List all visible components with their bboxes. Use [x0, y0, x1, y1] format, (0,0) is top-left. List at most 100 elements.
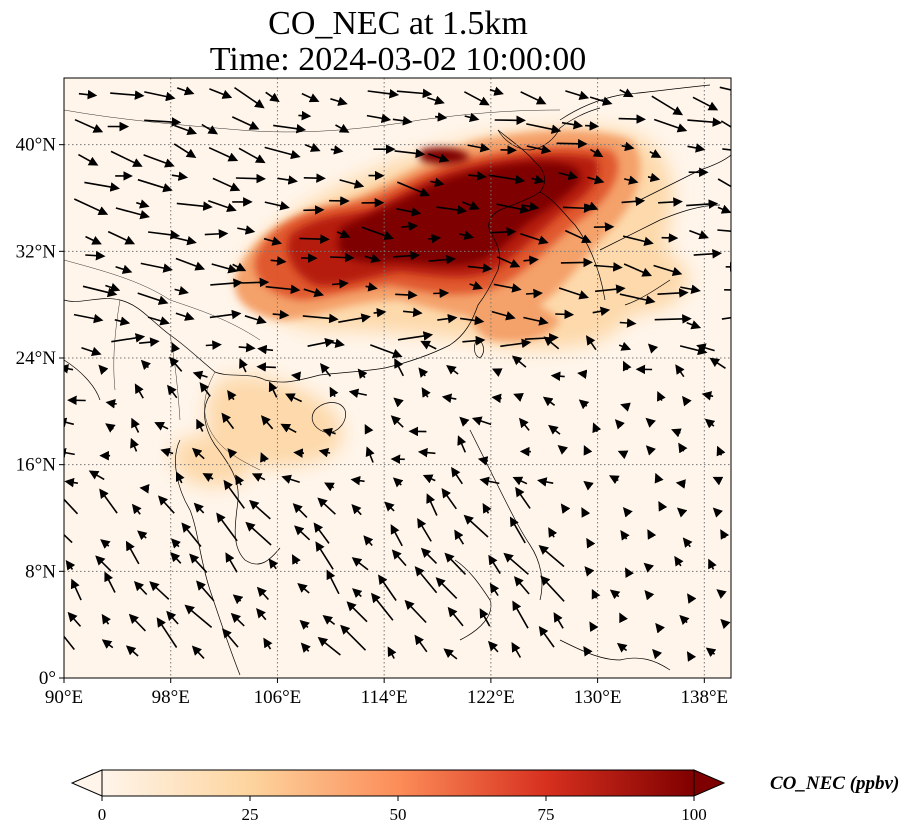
- wind-arrow: [73, 198, 109, 216]
- wind-arrow: [156, 617, 178, 648]
- wind-arrow: [99, 488, 118, 514]
- wind-arrow: [64, 364, 74, 374]
- wind-arrow: [428, 233, 442, 244]
- wind-arrow: [170, 551, 182, 564]
- wind-arrow: [624, 175, 639, 185]
- wind-arrow: [657, 391, 666, 402]
- colorbar-tick-label: 100: [681, 805, 707, 824]
- wind-arrow: [686, 651, 697, 662]
- wind-arrow: [462, 335, 486, 346]
- wind-arrow: [417, 447, 436, 458]
- wind-arrow: [208, 146, 239, 162]
- wind-arrow: [268, 381, 278, 398]
- wind-arrow: [617, 450, 629, 460]
- map-plot-area: [64, 78, 731, 678]
- y-tick-label: 16°N: [16, 455, 57, 476]
- x-tick-label: 114°E: [361, 687, 408, 708]
- wind-arrow: [651, 95, 684, 116]
- wind-arrow: [392, 116, 413, 126]
- wind-arrow: [583, 445, 593, 456]
- colorbar-extend-left: [70, 769, 103, 797]
- wind-arrow: [441, 487, 457, 510]
- wind-arrow: [451, 466, 463, 485]
- wind-arrow: [263, 236, 283, 246]
- wind-arrow: [686, 320, 702, 330]
- wind-arrow: [265, 284, 301, 295]
- colorbar-tick-label: 75: [538, 805, 555, 824]
- wind-arrow: [520, 91, 547, 105]
- wind-arrow: [537, 477, 554, 487]
- wind-arrow: [618, 341, 632, 351]
- wind-arrow: [81, 346, 102, 356]
- wind-arrow: [98, 364, 109, 375]
- wind-arrow: [357, 368, 368, 380]
- wind-arrow: [523, 316, 549, 326]
- wind-arrow: [622, 235, 654, 247]
- wind-arrow: [394, 358, 405, 377]
- wind-arrow: [560, 257, 593, 268]
- wind-arrow: [175, 311, 195, 321]
- wind-arrow: [329, 386, 339, 398]
- wind-arrow: [209, 309, 242, 320]
- wind-arrow: [199, 382, 211, 397]
- wind-arrow: [395, 290, 418, 300]
- wind-arrow: [326, 569, 340, 595]
- wind-arrow: [251, 473, 266, 482]
- wind-arrow: [720, 618, 731, 630]
- wind-arrow: [137, 178, 173, 193]
- wind-arrow: [469, 280, 483, 291]
- wind-arrow: [454, 529, 465, 545]
- wind-arrow: [581, 507, 591, 518]
- wind-arrow: [616, 642, 628, 653]
- wind-arrow: [560, 503, 571, 514]
- colorbar-tick-label: 0: [98, 805, 107, 824]
- wind-arrow: [520, 233, 549, 245]
- wind-arrow: [231, 116, 260, 130]
- wind-arrow: [176, 86, 195, 96]
- wind-arrow: [458, 230, 475, 240]
- wind-arrow: [249, 499, 271, 520]
- wind-arrow: [64, 477, 79, 488]
- wind-arrow: [420, 340, 437, 350]
- wind-arrow: [716, 589, 727, 599]
- wind-arrow: [488, 174, 526, 185]
- wind-arrow: [619, 318, 637, 328]
- y-tick-label: 32°N: [16, 241, 57, 262]
- wind-arrow: [679, 614, 690, 626]
- wind-arrow: [332, 279, 349, 289]
- wind-arrow: [107, 230, 136, 245]
- wind-arrow: [292, 503, 308, 518]
- wind-arrow: [493, 283, 522, 293]
- wind-arrow: [496, 256, 521, 268]
- wind-arrow: [680, 284, 701, 294]
- wind-arrow: [686, 199, 719, 209]
- wind-arrow: [441, 393, 457, 403]
- wind-arrow: [658, 501, 668, 512]
- wind-arrow: [482, 503, 492, 514]
- wind-arrow: [280, 423, 297, 434]
- wind-arrow: [585, 335, 597, 351]
- wind-arrow: [428, 254, 456, 265]
- wind-arrow: [609, 475, 620, 485]
- wind-arrow: [131, 417, 140, 433]
- wind-arrow: [558, 287, 589, 300]
- wind-arrow: [619, 88, 634, 98]
- wind-arrow: [459, 315, 485, 326]
- wind-arrow: [435, 577, 458, 599]
- wind-arrow: [371, 592, 394, 621]
- wind-arrow: [589, 621, 599, 633]
- wind-arrow: [189, 553, 208, 573]
- wind-arrow: [196, 418, 205, 432]
- wind-arrow: [130, 437, 139, 452]
- wind-arrow: [548, 527, 558, 538]
- wind-arrow: [589, 148, 604, 158]
- wind-arrow: [367, 89, 400, 99]
- y-axis-ticks: 0° 8°N 16°N 24°N 32°N 40°N: [16, 135, 64, 689]
- x-tick-label: 106°E: [254, 687, 302, 708]
- wind-arrow: [136, 199, 150, 209]
- wind-arrow: [85, 250, 106, 261]
- wind-arrow: [245, 521, 272, 546]
- wind-arrow: [433, 288, 450, 299]
- wind-arrow: [390, 524, 403, 547]
- wind-arrow: [137, 292, 169, 305]
